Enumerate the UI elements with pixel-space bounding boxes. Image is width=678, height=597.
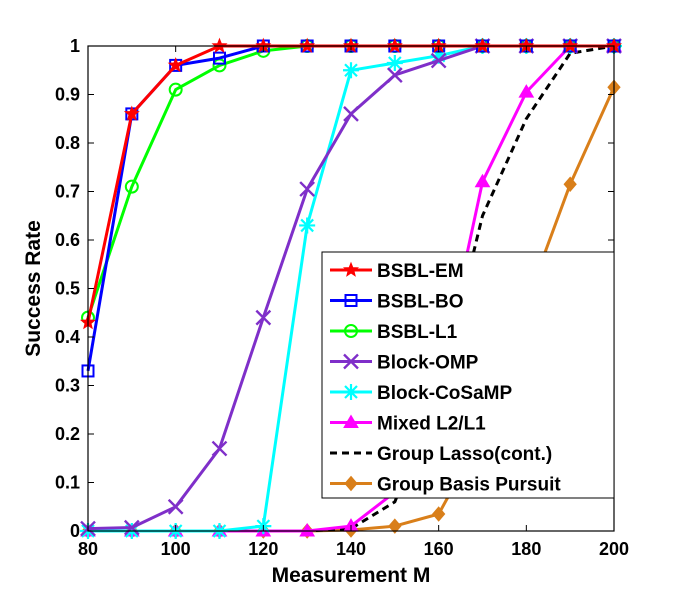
- data-point: [299, 217, 316, 234]
- legend-marker: [344, 294, 358, 307]
- data-point: [386, 67, 403, 83]
- data-point: [343, 62, 359, 79]
- legend-label: BSBL-BO: [377, 292, 464, 313]
- x-tick-label: 180: [511, 539, 541, 559]
- data-point: [474, 173, 491, 188]
- y-tick-label: 0.5: [55, 279, 80, 299]
- y-tick-label: 0.4: [55, 327, 80, 347]
- legend-marker: [343, 353, 359, 370]
- data-point: [168, 82, 183, 97]
- data-point: [211, 440, 228, 457]
- legend-label: Block-CoSaMP: [377, 383, 512, 404]
- data-point: [386, 54, 403, 71]
- legend-label: Block-OMP: [377, 353, 479, 374]
- data-point: [474, 37, 491, 53]
- legend-label: Group Lasso(cont.): [377, 444, 552, 465]
- y-tick-label: 0.2: [55, 424, 80, 444]
- x-axis-label: Measurement M: [272, 564, 431, 587]
- data-point: [430, 47, 447, 64]
- legend-label: BSBL-L1: [377, 322, 458, 343]
- legend-marker: [343, 384, 359, 400]
- x-tick-label: 100: [161, 539, 191, 559]
- data-point: [255, 309, 272, 326]
- y-tick-label: 0.9: [55, 85, 80, 105]
- legend-marker: [343, 414, 359, 428]
- legend-item-bsbl-bo: BSBL-BO: [330, 292, 464, 313]
- data-point: [562, 37, 579, 53]
- data-point: [167, 56, 184, 73]
- y-tick-label: 0: [70, 521, 80, 541]
- data-point: [430, 52, 447, 69]
- legend-marker: [344, 475, 358, 492]
- legend-box: [321, 251, 615, 499]
- data-point: [388, 518, 402, 534]
- y-tick-label: 0.7: [55, 182, 80, 202]
- data-point: [299, 37, 316, 53]
- legend-item-bsbl-em: BSBL-EM: [330, 261, 464, 282]
- x-tick-label: 200: [599, 539, 629, 559]
- data-point: [123, 105, 140, 121]
- data-point: [213, 51, 226, 65]
- data-point: [299, 181, 316, 197]
- data-point: [299, 523, 316, 537]
- data-point: [518, 84, 535, 98]
- legend-item-mixed-l2-l1: Mixed L2/L1: [330, 414, 486, 435]
- y-tick-label: 0.3: [55, 376, 80, 396]
- legend-marker: [342, 261, 360, 277]
- y-tick-label: 1: [70, 36, 80, 56]
- data-point: [123, 519, 140, 536]
- data-point: [563, 176, 577, 192]
- legend-label: Group Basis Pursuit: [377, 475, 561, 496]
- data-point: [432, 506, 446, 522]
- legend-label: BSBL-EM: [377, 261, 464, 282]
- data-point: [211, 37, 228, 53]
- legend-item-group-basis-pursuit: Group Basis Pursuit: [330, 475, 561, 496]
- data-point: [343, 106, 359, 122]
- legend-item-group-lasso-cont: Group Lasso(cont.): [330, 444, 552, 465]
- data-point: [386, 37, 403, 53]
- x-tick-label: 120: [248, 539, 278, 559]
- x-tick-label: 140: [336, 539, 366, 559]
- y-tick-label: 0.1: [55, 473, 80, 493]
- y-tick-label: 0.8: [55, 133, 80, 153]
- legend-label: Mixed L2/L1: [377, 414, 486, 435]
- legend-item-block-omp: Block-OMP: [330, 353, 479, 374]
- x-tick-label: 160: [424, 539, 454, 559]
- axes-layer: 80 100 120 140 160 180 200 0 0.1 0.2 0.3 0.4 0.5 0.6 0…: [55, 36, 629, 559]
- legend: BSBL-EM BSBL-BO BSBL-L1 Block-OMP Block-CoSa…: [321, 251, 615, 499]
- data-point: [167, 498, 184, 515]
- legend-marker: [344, 324, 358, 338]
- y-tick-label: 0.6: [55, 230, 80, 250]
- x-tick-label: 80: [78, 539, 98, 559]
- data-point: [124, 179, 139, 194]
- legend-item-bsbl-l1: BSBL-L1: [330, 322, 458, 343]
- legend-item-block-cosamp: Block-CoSaMP: [330, 383, 512, 404]
- y-axis-label: Success Rate: [22, 220, 45, 357]
